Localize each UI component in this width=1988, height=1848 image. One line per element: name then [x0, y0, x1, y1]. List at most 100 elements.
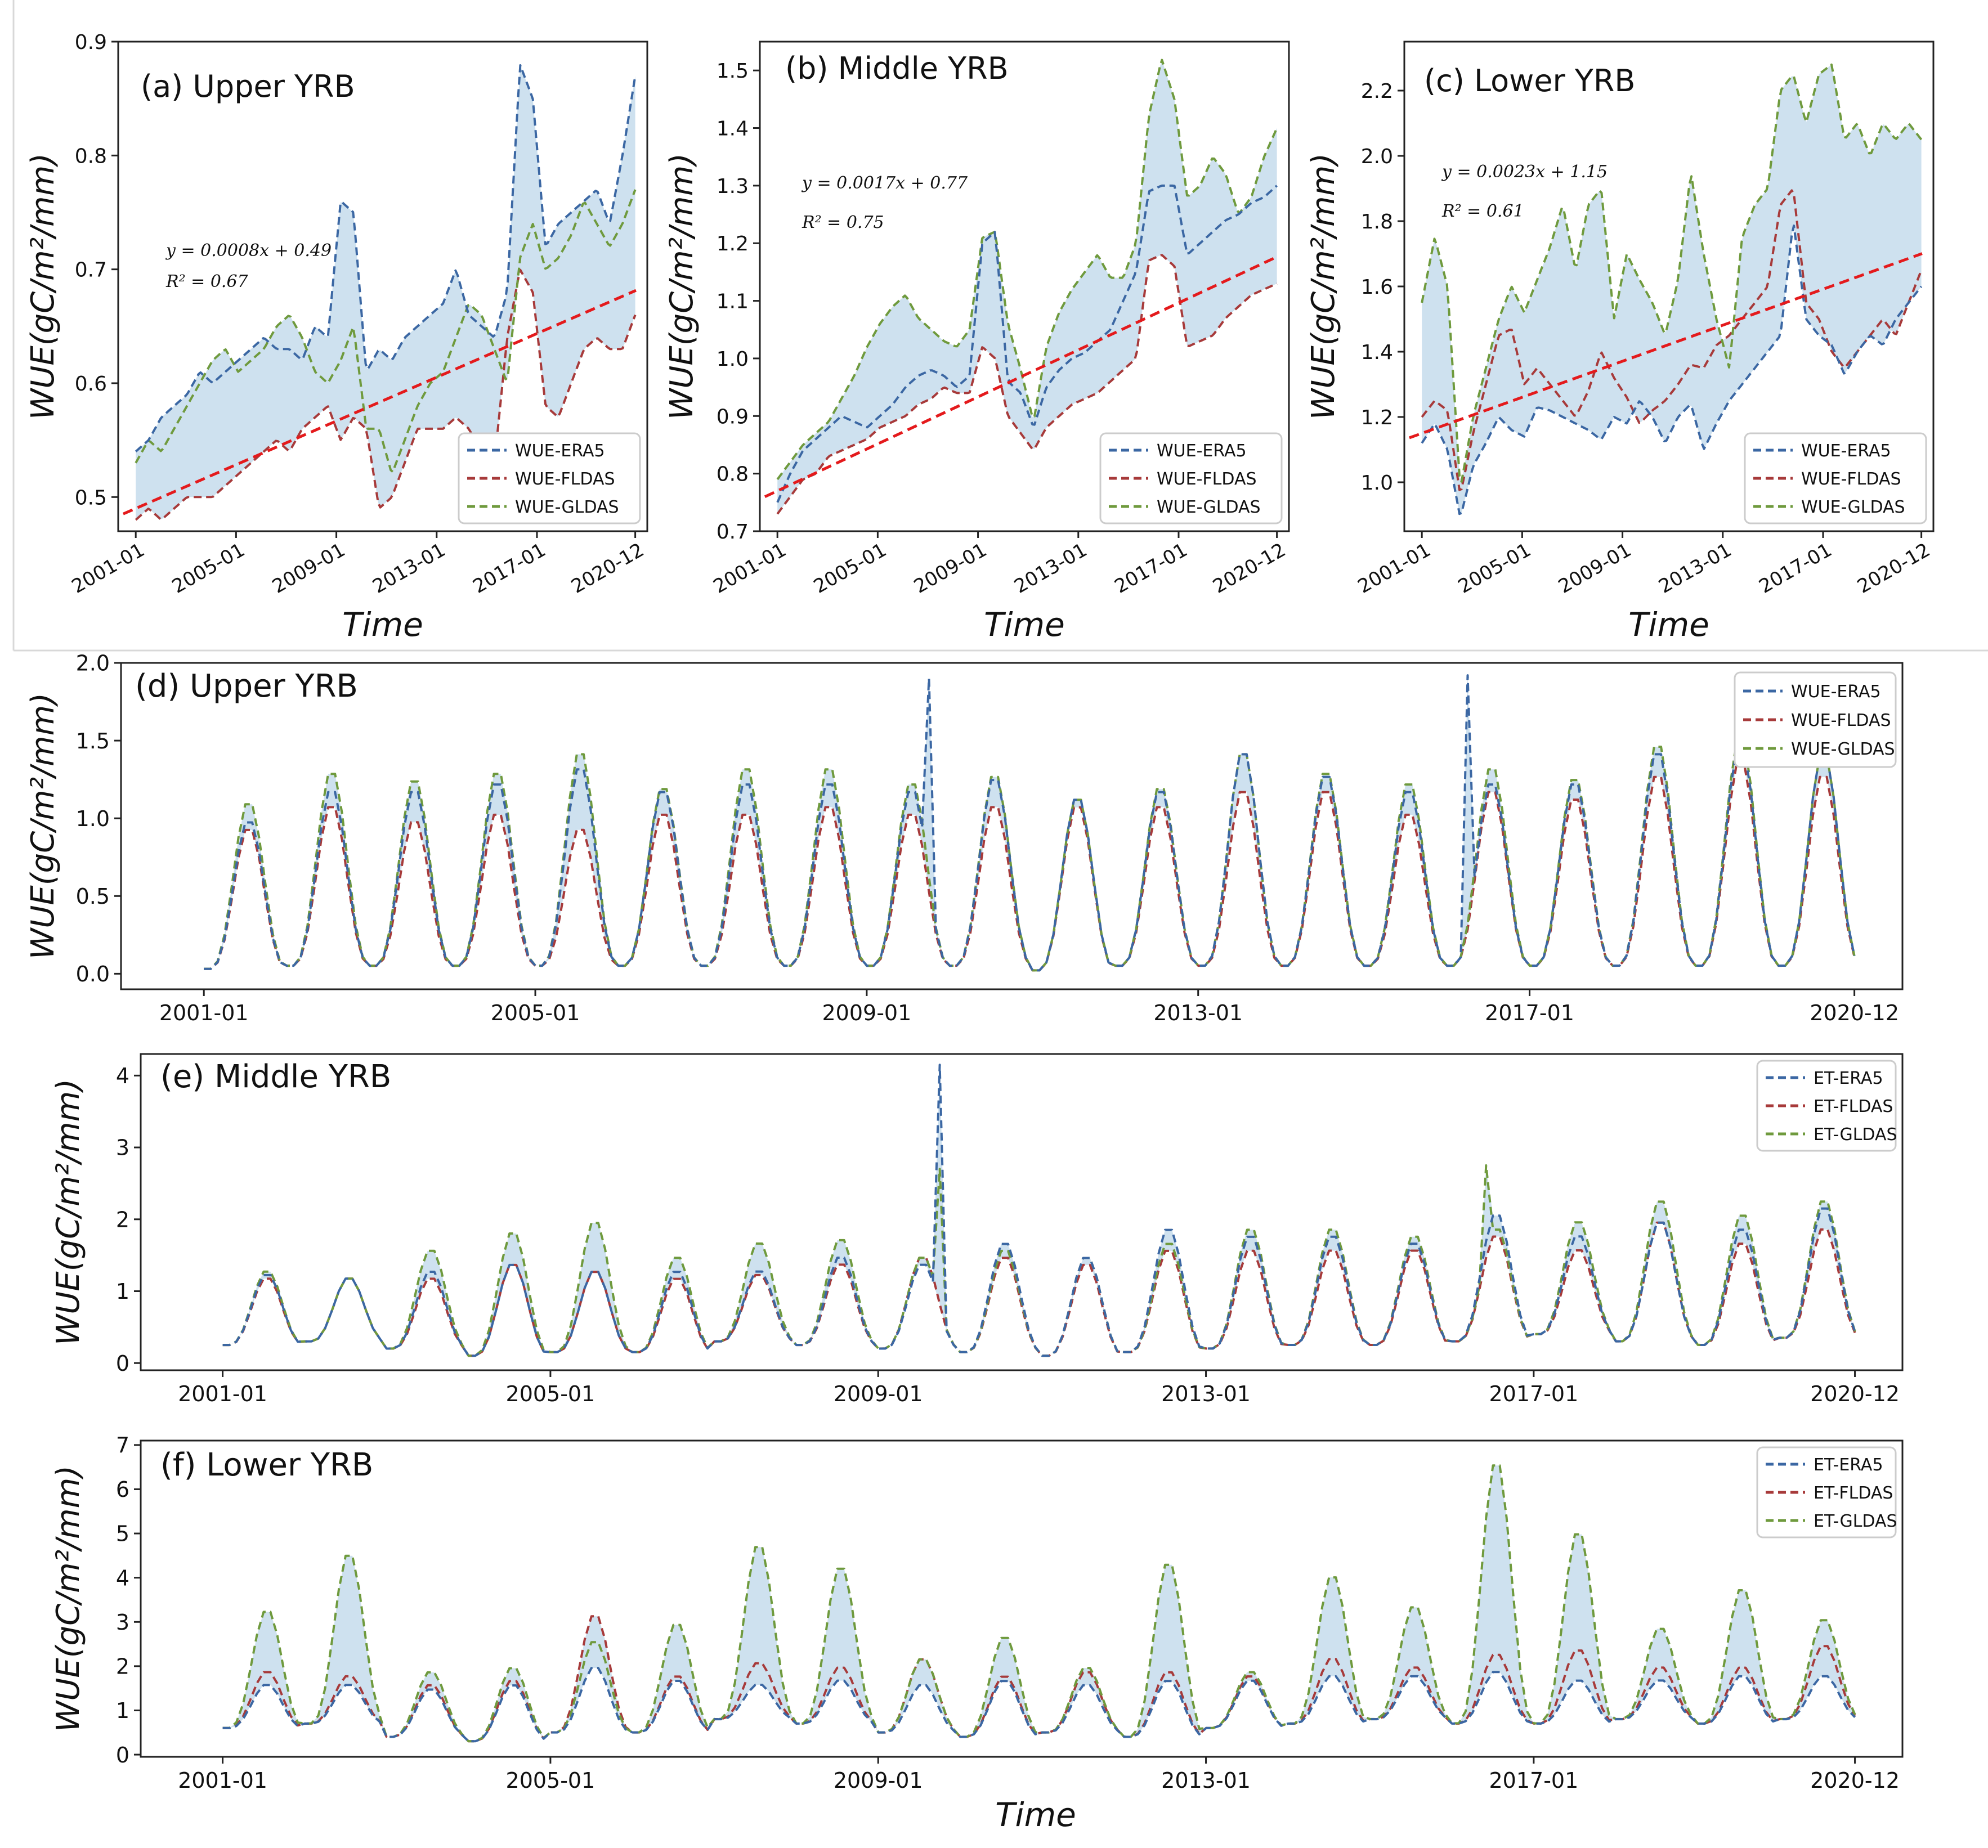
panel-e-legend: ET-ERA5 ET-FLDAS ET-GLDAS [1756, 1060, 1897, 1152]
panel-c-legend: WUE-ERA5 WUE-FLDAS WUE-GLDAS [1744, 432, 1927, 524]
panel-c-series-gldas [1421, 63, 1923, 483]
panel-b-ytick-label: 1.0 [717, 348, 749, 371]
panel-b-ytick-label: 1.1 [717, 290, 749, 313]
panel-f-ytick-label: 2 [116, 1654, 129, 1679]
panel-d-plot [204, 674, 1856, 972]
panel-f-series-era5 [222, 1667, 1856, 1743]
panel-b-legend-gldas: WUE-GLDAS [1157, 497, 1261, 517]
panel-a-trend-line [122, 289, 637, 515]
panel-c-plot [1409, 63, 1923, 515]
panel-d-series-era5 [204, 674, 1856, 972]
panel-a-series-gldas [135, 189, 637, 473]
panel-e-legend-gldas: ET-GLDAS [1814, 1125, 1897, 1145]
panel-b-ylabel: WUE(gC/m²/mm) [664, 153, 700, 420]
panel-e-xtick-label: 2020-12 [1810, 1381, 1900, 1406]
panel-a-ytick-label: 0.9 [75, 31, 107, 54]
panel-c-trend-equation: y = 0.0023x + 1.15 [1441, 162, 1608, 182]
panel-a-series-fldas [135, 268, 637, 521]
panel-a-trend-equation: y = 0.0008x + 0.49 [165, 241, 332, 261]
panel-d-ytick-label: 1.0 [76, 806, 110, 831]
panel-c-ytick-label: 1.2 [1361, 406, 1393, 429]
panel-b-ytick-label: 0.8 [717, 463, 749, 486]
panel-e-ytick-label: 2 [116, 1207, 129, 1232]
panel-f-xtick-label: 2005-01 [506, 1768, 595, 1793]
panel-e-ytick-label: 0 [116, 1351, 129, 1376]
panel-c-ylabel: WUE(gC/m²/mm) [1305, 153, 1342, 420]
panel-d-ytick-label: 1.5 [76, 729, 110, 753]
panel-e-ylabel: WUE(gC/m²/mm) [50, 1079, 87, 1345]
panel-b-ytick-label: 1.3 [717, 175, 749, 198]
panel-c-trend-line [1409, 252, 1923, 439]
panel-c-xlabel: Time [1628, 605, 1709, 644]
panel-b-trend-equation: y = 0.0017x + 0.77 [801, 173, 968, 193]
panel-c-legend-gldas: WUE-GLDAS [1801, 497, 1905, 517]
panel-c-trend-r2: R² = 0.61 [1441, 201, 1524, 221]
panel-d-legend-fldas: WUE-FLDAS [1791, 711, 1891, 730]
panel-f: (f) Lower YRB Time WUE(gC/m²/mm) ET-ERA5… [50, 1433, 1904, 1834]
panel-c-ytick-label: 1.6 [1361, 276, 1393, 299]
panel-e-series-era5 [222, 1064, 1856, 1357]
panel-b-xlabel: Time [984, 605, 1065, 644]
panel-c-ytick-label: 2.0 [1361, 145, 1393, 168]
panel-e-ytick-label: 3 [116, 1136, 129, 1160]
panel-d-xtick-label: 2017-01 [1485, 1001, 1574, 1025]
panel-e-xtick-label: 2017-01 [1489, 1381, 1578, 1406]
panel-b-ytick-label: 1.5 [717, 60, 749, 83]
panel-f-ytick-label: 5 [116, 1522, 129, 1546]
panel-e-xtick-label: 2005-01 [506, 1381, 595, 1406]
panel-c-series-fldas [1421, 189, 1923, 491]
panel-a-trend-r2: R² = 0.67 [165, 272, 249, 291]
panel-c-title: (c) Lower YRB [1424, 63, 1635, 98]
panel-d-xtick-label: 2009-01 [822, 1001, 911, 1025]
panel-b-legend-fldas: WUE-FLDAS [1157, 469, 1257, 489]
panel-b-spread-band [777, 60, 1277, 514]
panel-f-legend-fldas: ET-FLDAS [1814, 1483, 1893, 1503]
panel-f-frame [140, 1439, 1904, 1758]
panel-a-legend: WUE-ERA5 WUE-FLDAS WUE-GLDAS [458, 432, 641, 524]
panel-e-xtick-label: 2009-01 [834, 1381, 923, 1406]
panel-f-xlabel: Time [995, 1796, 1076, 1834]
panel-a-legend-gldas: WUE-GLDAS [515, 497, 619, 517]
panel-d-xtick-label: 2005-01 [491, 1001, 580, 1025]
panel-f-xtick-label: 2020-12 [1810, 1768, 1900, 1793]
panel-b-trend-r2: R² = 0.75 [802, 213, 884, 232]
panel-d-series-fldas [204, 760, 1856, 972]
panel-a-series-era5 [135, 64, 637, 452]
panel-a-spread-band [136, 65, 635, 520]
panel-f-ytick-label: 1 [116, 1698, 129, 1723]
panel-b-ytick-label: 0.7 [717, 521, 749, 544]
panel-d-ytick-label: 0.0 [76, 962, 110, 986]
panel-c-series-era5 [1421, 225, 1923, 515]
panel-c-legend-fldas: WUE-FLDAS [1801, 469, 1901, 489]
panel-e-plot [222, 1064, 1856, 1357]
panel-b-ytick-label: 1.2 [717, 232, 749, 255]
panel-e-legend-fldas: ET-FLDAS [1814, 1097, 1893, 1116]
panel-f-legend: ET-ERA5 ET-FLDAS ET-GLDAS [1756, 1446, 1897, 1538]
panel-f-xtick-label: 2013-01 [1161, 1768, 1251, 1793]
panel-f-ylabel: WUE(gC/m²/mm) [50, 1465, 87, 1732]
panel-f-ytick-label: 4 [116, 1566, 129, 1590]
panel-d-legend: WUE-ERA5 WUE-FLDAS WUE-GLDAS [1734, 671, 1897, 768]
panel-d-ytick-label: 0.5 [76, 884, 110, 909]
panel-c-spread-band [1422, 64, 1922, 514]
panel-c-ytick-label: 2.2 [1361, 80, 1393, 103]
panel-d-xtick-label: 2001-01 [159, 1001, 249, 1025]
panel-d-frame [120, 662, 1904, 990]
panel-f-xtick-label: 2017-01 [1489, 1768, 1578, 1793]
panel-f-title: (f) Lower YRB [160, 1447, 373, 1483]
panel-b-plot [764, 59, 1279, 515]
panel-b-ytick-label: 1.4 [717, 117, 749, 140]
panel-d-legend-era5: WUE-ERA5 [1791, 682, 1881, 702]
panel-c-legend-era5: WUE-ERA5 [1801, 441, 1891, 461]
panel-b-ytick-label: 0.9 [717, 405, 749, 428]
panel-f-ytick-label: 6 [116, 1477, 129, 1502]
panel-e: (e) Middle YRB WUE(gC/m²/mm) ET-ERA5 ET-… [50, 1053, 1904, 1406]
panel-e-title: (e) Middle YRB [160, 1058, 391, 1095]
panel-b-legend: WUE-ERA5 WUE-FLDAS WUE-GLDAS [1099, 432, 1283, 524]
panel-b-series-era5 [776, 184, 1278, 503]
panel-f-xtick-label: 2001-01 [178, 1768, 267, 1793]
panel-d-ylabel: WUE(gC/m²/mm) [25, 693, 61, 959]
panel-f-ytick-label: 0 [116, 1743, 129, 1768]
panel-f-legend-gldas: ET-GLDAS [1814, 1511, 1897, 1531]
